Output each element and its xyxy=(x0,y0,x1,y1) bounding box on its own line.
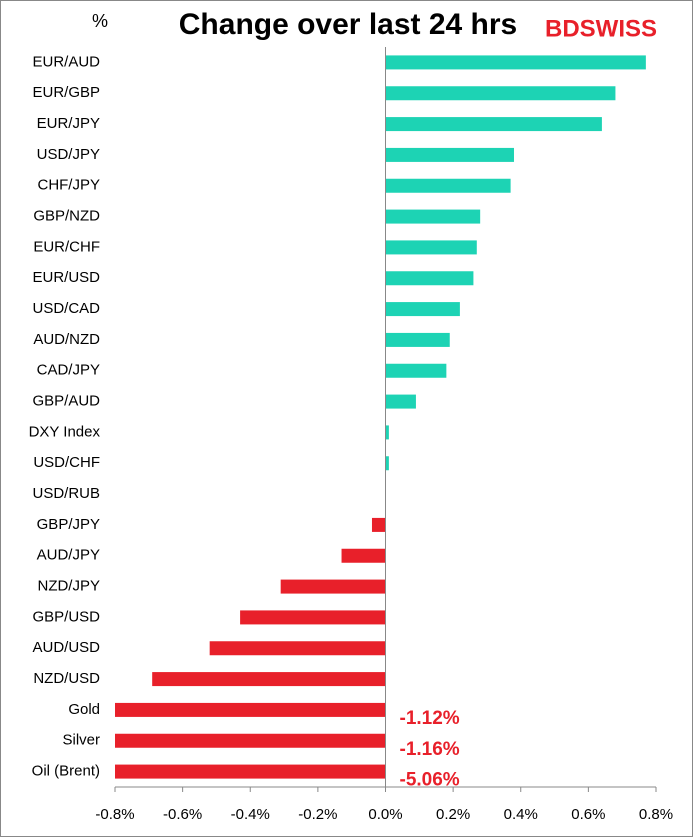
x-tick-label: -0.6% xyxy=(163,806,202,823)
bar xyxy=(385,394,416,409)
x-tick-label: 0.8% xyxy=(639,806,673,823)
x-tick-label: 0.6% xyxy=(571,806,605,823)
chart-title: Change over last 24 hrs xyxy=(179,8,517,41)
bar xyxy=(385,240,477,255)
value-label: -1.16% xyxy=(400,739,460,760)
bar xyxy=(385,147,514,162)
y-tick-label: EUR/CHF xyxy=(33,238,100,255)
y-tick-label: EUR/JPY xyxy=(37,115,100,132)
bar xyxy=(385,425,389,440)
y-tick-label: EUR/GBP xyxy=(32,84,100,101)
bar xyxy=(385,363,447,378)
y-tick-label: EUR/AUD xyxy=(32,53,100,70)
brand-logo: BDSWISS xyxy=(545,15,657,42)
y-tick-label: DXY Index xyxy=(29,423,101,440)
plot-area xyxy=(115,55,646,779)
bar xyxy=(385,209,481,224)
bar xyxy=(115,733,386,748)
x-tick-label: -0.8% xyxy=(95,806,134,823)
bar xyxy=(385,271,474,286)
bar xyxy=(385,178,511,193)
value-label: -5.06% xyxy=(400,770,460,791)
y-tick-label: GBP/NZD xyxy=(33,208,100,225)
x-tick-label: -0.2% xyxy=(298,806,337,823)
x-tick-label: -0.4% xyxy=(231,806,270,823)
bar xyxy=(371,517,386,532)
bar xyxy=(385,86,616,101)
bar xyxy=(115,764,386,779)
y-tick-label: USD/JPY xyxy=(37,146,100,163)
y-tick-label: GBP/AUD xyxy=(32,393,100,410)
y-tick-label: AUD/NZD xyxy=(33,331,100,348)
y-tick-label: Gold xyxy=(68,701,100,718)
bar xyxy=(385,117,602,132)
bar xyxy=(240,610,386,625)
y-tick-label: NZD/JPY xyxy=(37,578,100,595)
value-label: -1.12% xyxy=(400,708,460,729)
y-tick-label: CAD/JPY xyxy=(37,362,100,379)
bar xyxy=(385,456,389,471)
bar xyxy=(385,302,460,317)
y-tick-label: USD/CHF xyxy=(33,454,100,471)
y-tick-label: CHF/JPY xyxy=(37,177,100,194)
bar xyxy=(280,579,386,594)
bar xyxy=(152,672,386,687)
y-tick-label: Oil (Brent) xyxy=(32,763,100,780)
y-tick-label: GBP/JPY xyxy=(37,516,100,533)
x-tick-label: 0.2% xyxy=(436,806,470,823)
y-tick-label: USD/RUB xyxy=(32,485,100,502)
bar xyxy=(209,641,386,656)
y-tick-label: USD/CAD xyxy=(32,300,100,317)
unit-label: % xyxy=(92,11,108,31)
bar xyxy=(385,55,646,70)
y-tick-label: EUR/USD xyxy=(32,269,100,286)
bar xyxy=(115,702,386,717)
y-tick-label: AUD/JPY xyxy=(37,547,100,564)
y-tick-label: Silver xyxy=(62,732,100,749)
y-tick-label: NZD/USD xyxy=(33,670,100,687)
x-tick-label: 0.0% xyxy=(368,806,402,823)
y-tick-label: GBP/USD xyxy=(32,608,100,625)
bar xyxy=(385,332,450,347)
x-tick-label: 0.4% xyxy=(504,806,538,823)
y-tick-label: AUD/USD xyxy=(32,639,100,656)
bar xyxy=(341,548,386,563)
